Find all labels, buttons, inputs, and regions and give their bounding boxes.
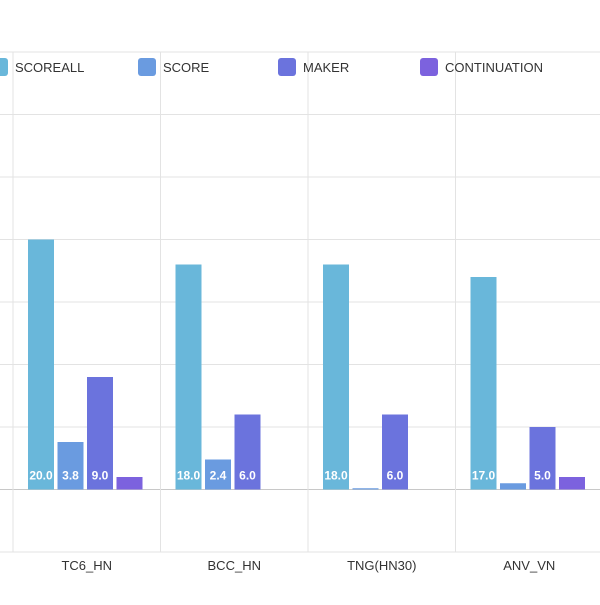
- legend-label: SCORE: [163, 60, 210, 75]
- legend-swatch: [0, 58, 8, 76]
- data-label: 2.4: [210, 469, 227, 483]
- bar: [87, 377, 113, 490]
- data-label: 5.0: [534, 469, 551, 483]
- legend-swatch: [278, 58, 296, 76]
- bar: [500, 483, 526, 490]
- bar: [559, 477, 585, 490]
- x-tick-label: TC6_HN: [61, 558, 112, 573]
- data-label: 3.8: [62, 469, 79, 483]
- bar: [175, 264, 202, 490]
- legend-label: SCOREALL: [15, 60, 84, 75]
- data-label: 6.0: [239, 469, 256, 483]
- legend-swatch: [420, 58, 438, 76]
- legend-label: MAKER: [303, 60, 349, 75]
- bar: [352, 488, 379, 490]
- bar: [234, 414, 261, 490]
- x-tick-label: TNG(HN30): [347, 558, 416, 573]
- legend-label: CONTINUATION: [445, 60, 543, 75]
- x-tick-label: ANV_VN: [503, 558, 555, 573]
- bar: [323, 264, 349, 490]
- data-label: 17.0: [472, 469, 496, 483]
- data-label: 6.0: [387, 469, 404, 483]
- bar: [470, 277, 497, 490]
- bar: [205, 459, 231, 490]
- data-label: 18.0: [324, 469, 348, 483]
- legend-swatch: [138, 58, 156, 76]
- data-label: 20.0: [29, 469, 53, 483]
- x-tick-label: BCC_HN: [208, 558, 261, 573]
- data-label: 18.0: [177, 469, 201, 483]
- bar: [529, 427, 556, 490]
- bar: [28, 239, 54, 490]
- bar: [382, 414, 408, 490]
- data-label: 9.0: [92, 469, 109, 483]
- bar: [57, 442, 84, 490]
- bar: [116, 477, 143, 490]
